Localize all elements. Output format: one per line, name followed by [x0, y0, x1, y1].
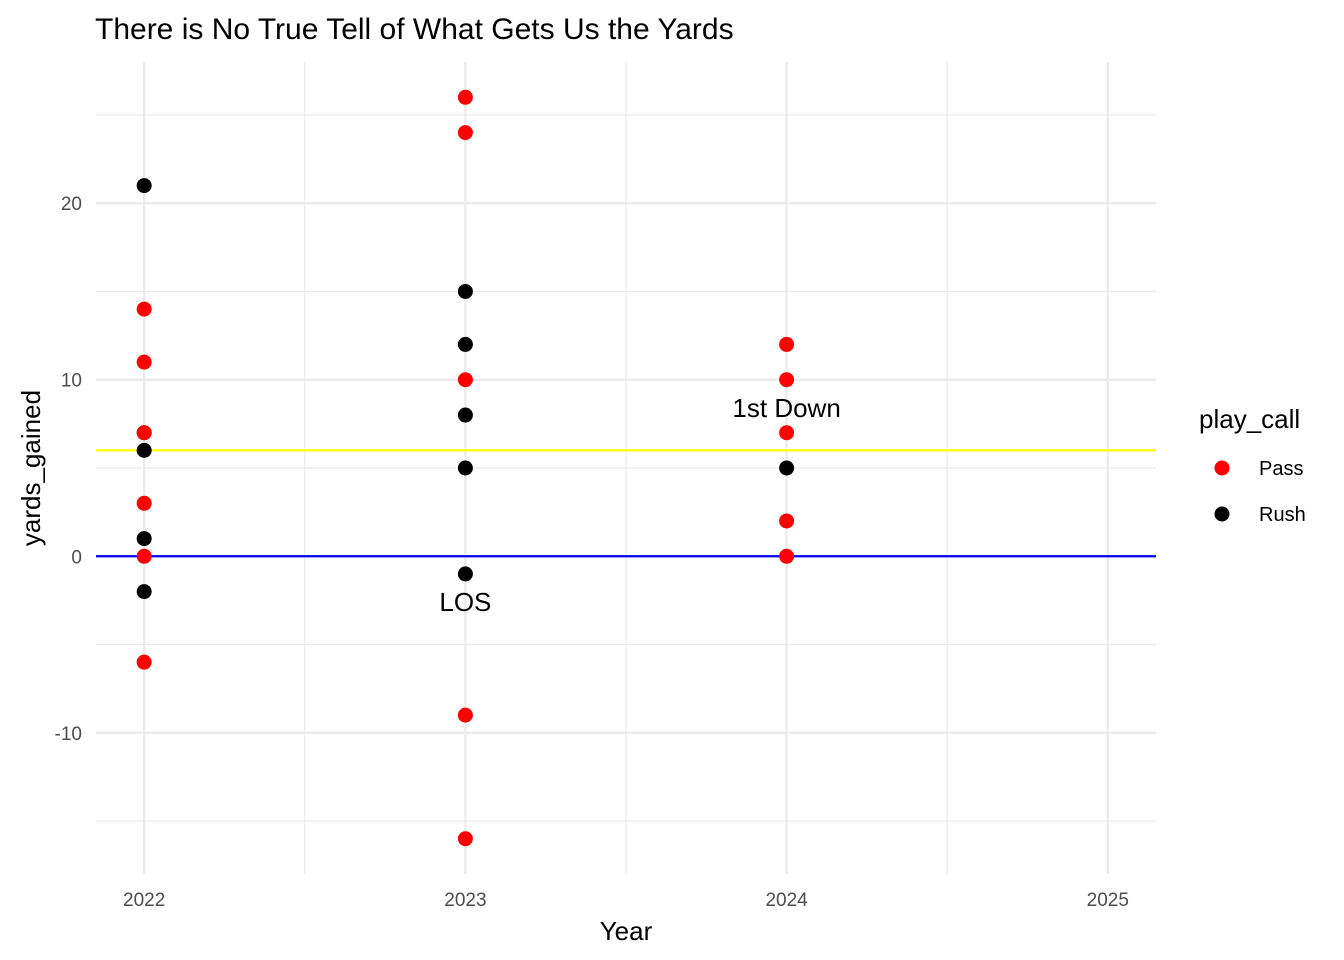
x-tick-label: 2024: [765, 890, 808, 911]
point-pass: [779, 425, 795, 441]
legend-title: play_call: [1199, 404, 1300, 434]
point-pass: [457, 707, 473, 723]
legend-label-rush: Rush: [1259, 504, 1306, 526]
point-rush: [779, 460, 795, 476]
x-axis-tick-labels: 2022 2023 2024 2025: [123, 890, 1129, 911]
point-rush: [136, 442, 152, 458]
point-pass: [136, 548, 152, 564]
chart-title: There is No True Tell of What Gets Us th…: [95, 13, 734, 46]
y-tick-label: 20: [61, 194, 82, 215]
annotation-label: 1st Down: [732, 393, 840, 423]
point-pass: [136, 654, 152, 670]
point-pass: [779, 548, 795, 564]
point-pass: [457, 372, 473, 388]
point-rush: [136, 531, 152, 547]
data-points: [136, 89, 795, 847]
y-axis-label: yards_gained: [16, 390, 46, 546]
point-rush: [136, 178, 152, 194]
legend-key-rush: [1214, 506, 1230, 522]
minor-gridlines: [96, 62, 1156, 874]
legend-label-pass: Pass: [1259, 458, 1303, 480]
x-axis-label: Year: [600, 916, 653, 946]
point-rush: [457, 283, 473, 299]
point-pass: [136, 425, 152, 441]
reference-lines: [96, 449, 1156, 558]
legend: play_call Pass Rush: [1199, 404, 1306, 526]
point-pass: [779, 336, 795, 352]
point-rush: [457, 336, 473, 352]
point-pass: [136, 301, 152, 317]
point-rush: [136, 584, 152, 600]
x-tick-label: 2023: [444, 890, 486, 911]
point-pass: [779, 513, 795, 529]
point-rush: [457, 460, 473, 476]
y-axis-tick-labels: -10 0 10 20: [55, 194, 82, 745]
point-pass: [457, 125, 473, 141]
x-tick-label: 2022: [123, 890, 165, 911]
point-pass: [779, 372, 795, 388]
y-tick-label: 0: [71, 547, 82, 568]
annotations: 1st Down LOS: [439, 393, 840, 617]
point-rush: [457, 407, 473, 423]
x-tick-label: 2025: [1087, 890, 1129, 911]
point-pass: [457, 89, 473, 105]
y-tick-label: -10: [55, 724, 82, 745]
point-rush: [457, 566, 473, 582]
y-tick-label: 10: [61, 371, 82, 392]
point-pass: [136, 354, 152, 370]
point-pass: [457, 831, 473, 847]
legend-key-pass: [1214, 460, 1230, 476]
annotation-label: LOS: [439, 587, 491, 617]
point-pass: [136, 495, 152, 511]
